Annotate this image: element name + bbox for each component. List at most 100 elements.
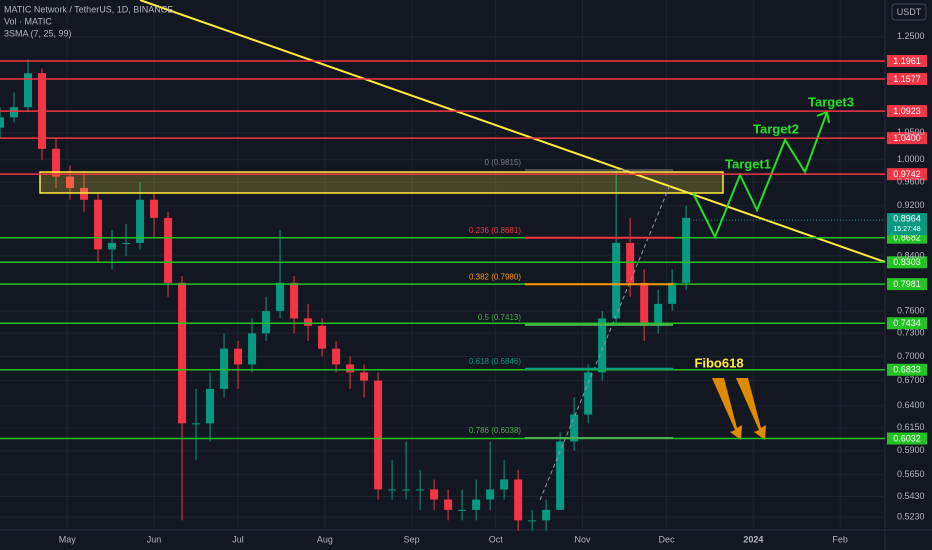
last-price-box	[887, 213, 927, 236]
level-label-box	[887, 363, 927, 376]
level-label-box	[887, 256, 927, 269]
candle-body	[388, 489, 397, 491]
fib-label: 0 (0.9815)	[485, 158, 522, 167]
candle-body	[346, 364, 355, 373]
candle-body	[556, 441, 565, 510]
candle-body	[164, 217, 173, 283]
candle-body	[682, 217, 691, 283]
candle-body	[150, 199, 159, 218]
y-tick-label: 0.7300	[897, 328, 925, 338]
candle-body	[416, 489, 425, 491]
y-tick-label: 0.9600	[897, 177, 925, 187]
candles	[0, 59, 691, 532]
arrow	[736, 378, 766, 440]
x-tick-label: May	[59, 534, 77, 544]
y-tick-label: 0.5230	[897, 512, 925, 522]
level-label-box	[887, 105, 927, 118]
level-label-box	[887, 432, 927, 445]
candle-body	[332, 348, 341, 365]
annotation: Target2	[753, 121, 799, 136]
level-label: 0.6833	[893, 365, 921, 375]
y-tick-label: 0.5900	[897, 445, 925, 455]
overlay: 1.1961 1.1577 1.0923 1.0400 0.9742 0.8682 0.83…	[0, 55, 927, 445]
candle-body	[430, 489, 439, 500]
x-tick-label: Feb	[832, 534, 848, 544]
zone-box	[39, 171, 724, 194]
candle-body	[598, 318, 607, 373]
candle-body	[654, 303, 663, 326]
level-label: 0.6032	[893, 433, 921, 443]
candle-body	[528, 520, 537, 522]
last-price-label: 0.8964	[893, 213, 921, 223]
candle-body	[402, 489, 411, 491]
annotation: Target1	[725, 156, 771, 171]
level-label-box	[887, 72, 927, 85]
indicator-label: 3SMA (7, 25, 99)	[4, 28, 72, 38]
candle-body	[122, 242, 131, 244]
x-tick-label: Jun	[147, 534, 162, 544]
level-label: 1.1961	[893, 56, 921, 66]
candle-body	[276, 282, 285, 312]
candle-body	[444, 499, 453, 510]
candle-body	[220, 348, 229, 389]
countdown: 15:27:48	[893, 226, 920, 233]
x-tick-label: Nov	[575, 534, 592, 544]
candle-body	[360, 372, 369, 381]
arrow	[712, 378, 742, 440]
candle-body	[570, 414, 579, 442]
x-tick-label: Dec	[659, 534, 676, 544]
level-label: 1.0400	[893, 133, 921, 143]
candle-body	[66, 176, 75, 189]
candle-body	[472, 499, 481, 510]
fib-label: 0.382 (0.7980)	[469, 272, 521, 281]
candle-body	[10, 107, 19, 118]
y-tick-label: 0.6700	[897, 375, 925, 385]
y-tick-label: 0.6150	[897, 422, 925, 432]
fib-label: 0.236 (0.8681)	[469, 226, 521, 235]
fib-label: 0.618 (0.6846)	[469, 357, 521, 366]
candle-body	[234, 348, 243, 365]
annotation: Target3	[808, 94, 854, 109]
x-tick-label: Aug	[317, 534, 333, 544]
candle-body	[318, 325, 327, 349]
candle-body	[668, 282, 677, 304]
currency-button[interactable]	[891, 3, 927, 21]
level-label: 0.8303	[893, 257, 921, 267]
level-label: 1.1577	[893, 74, 921, 84]
y-tick-label: 0.5430	[897, 491, 925, 501]
currency-label[interactable]: USDT	[897, 7, 922, 17]
candle-body	[304, 318, 313, 326]
level-label: 0.7434	[893, 318, 921, 328]
y-tick-label: 0.8400	[897, 250, 925, 260]
x-tick-label: Sep	[404, 534, 420, 544]
candle-body	[80, 188, 89, 200]
candle-body	[290, 282, 299, 319]
candle-body	[192, 423, 201, 425]
x-tick-label: Oct	[489, 534, 504, 544]
y-tick-label: 0.9200	[897, 200, 925, 210]
y-tick-label: 0.7000	[897, 351, 925, 361]
candle-body	[94, 199, 103, 250]
fib-label: 0.786 (0.6038)	[469, 426, 521, 435]
candle-body	[612, 242, 621, 319]
level-label-box	[887, 132, 927, 145]
candle-body	[206, 388, 215, 424]
candle-body	[108, 242, 117, 250]
y-tick-label: 0.7600	[897, 305, 925, 315]
candle-body	[136, 199, 145, 243]
trend-line	[139, 0, 886, 263]
x-tick-label: Jul	[232, 534, 244, 544]
candle-body	[542, 509, 551, 521]
candle-body	[262, 311, 271, 334]
level-label-box	[887, 55, 927, 68]
fib-label: 0.5 (0.7413)	[478, 313, 521, 322]
level-label: 0.7981	[893, 279, 921, 289]
candle-body	[24, 73, 33, 108]
x-tick-label: 2024	[743, 534, 763, 544]
y-tick-label: 1.0000	[897, 154, 925, 164]
candle-body	[248, 333, 257, 365]
candle-body	[458, 509, 467, 511]
y-tick-label: 0.5650	[897, 469, 925, 479]
